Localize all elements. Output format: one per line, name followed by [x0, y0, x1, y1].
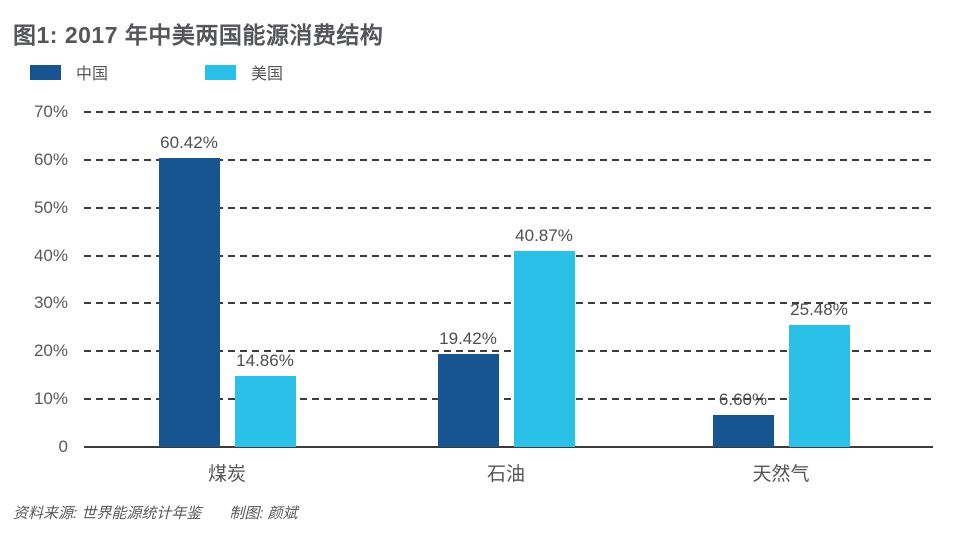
x-axis-line [84, 446, 933, 448]
legend-item-china: 中国 [30, 60, 108, 84]
gridline-70 [84, 111, 933, 113]
legend-swatch-usa [205, 64, 237, 80]
bar-value-label-usa-gas: 25.48% [790, 300, 848, 319]
y-axis-tick-label: 70% [33, 102, 68, 121]
y-axis-tick-label: 20% [33, 341, 68, 361]
y-axis-tick-label: 60% [33, 149, 68, 169]
bar-value-label-china-oil: 19.42% [439, 329, 497, 348]
y-axis-tick-label: 50% [33, 197, 68, 217]
footer-note: 资料来源: 世界能源统计年鉴 制图: 颜斌 [13, 502, 298, 523]
bar-value-label-usa-coal: 14.86% [236, 351, 294, 370]
legend-label-usa: 美国 [251, 66, 284, 83]
bar-value-label-usa-oil: 40.87% [515, 226, 573, 245]
bar-china-coal [158, 158, 220, 447]
figure-title: 图1: 2017 年中美两国能源消费结构 [13, 22, 384, 48]
gridline-60 [84, 158, 933, 161]
gridline-10 [84, 398, 933, 401]
x-axis-category-label-coal: 煤炭 [207, 464, 246, 485]
bar-usa-oil [513, 251, 575, 447]
gridline-20 [84, 350, 933, 353]
y-axis-tick-label: 30% [33, 293, 68, 313]
legend-label-china: 中国 [76, 66, 109, 83]
source-note: 资料来源: 世界能源统计年鉴 [13, 505, 202, 522]
gridline-40 [84, 254, 933, 257]
bar-china-gas [712, 415, 774, 447]
bar-value-label-china-coal: 60.42% [160, 133, 218, 152]
gridline-30 [84, 302, 933, 305]
bar-usa-coal [234, 376, 296, 447]
bar-value-label-china-gas: 6.60% [718, 390, 768, 409]
legend: 中国 美国 [30, 60, 283, 84]
y-axis-tick-label: 0 [58, 437, 68, 456]
bar-usa-gas [788, 325, 850, 447]
bar-china-oil [437, 354, 499, 447]
y-axis-tick-label: 10% [33, 389, 68, 409]
y-axis-tick-label: 40% [33, 245, 68, 265]
credit-note: 制图: 颜斌 [229, 505, 298, 522]
gridline-50 [84, 206, 933, 209]
legend-item-usa: 美国 [205, 60, 283, 84]
legend-swatch-china [30, 64, 61, 80]
x-axis-category-label-gas: 天然气 [752, 464, 810, 485]
x-axis-category-label-oil: 石油 [486, 464, 525, 485]
